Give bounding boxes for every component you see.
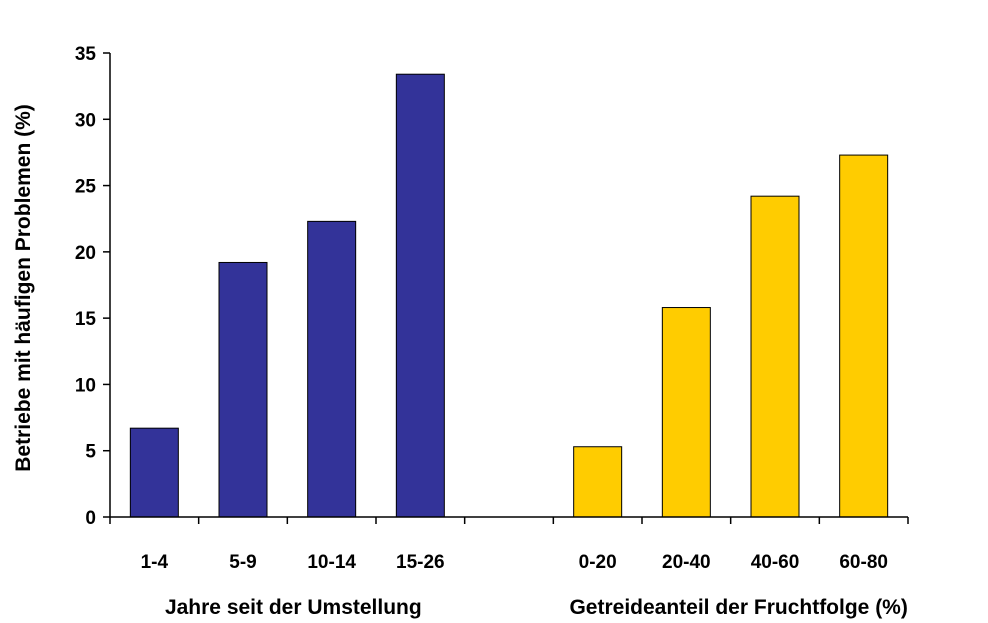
bar xyxy=(839,154,889,518)
y-tick-label: 10 xyxy=(75,375,96,396)
axes xyxy=(109,53,908,518)
category-label: 15-26 xyxy=(396,552,445,573)
category-label: 10-14 xyxy=(307,552,356,573)
bar xyxy=(661,307,711,518)
bar xyxy=(750,195,800,518)
bar xyxy=(129,427,179,518)
y-tick-label: 0 xyxy=(85,508,96,529)
bar xyxy=(395,73,445,518)
y-axis-ticks: 0 5 10 15 20 25 30 35 xyxy=(75,44,110,529)
category-label: 5-9 xyxy=(229,552,256,573)
y-tick-label: 35 xyxy=(75,44,97,65)
category-label: 0-20 xyxy=(579,552,617,573)
y-tick-label: 20 xyxy=(75,243,96,264)
y-tick-label: 30 xyxy=(75,110,96,131)
y-axis-title: Betriebe mit häufigen Problemen (%) xyxy=(12,104,35,472)
y-tick-label: 5 xyxy=(85,442,96,463)
y-tick-label: 25 xyxy=(75,177,97,198)
bar xyxy=(307,220,357,518)
category-labels: 1-4 5-9 10-14 15-26 0-20 20-40 40-60 60-80 xyxy=(141,552,888,573)
category-label: 1-4 xyxy=(141,552,169,573)
bars xyxy=(129,73,889,518)
bar xyxy=(218,261,268,518)
bar xyxy=(573,446,623,518)
category-label: 40-60 xyxy=(751,552,800,573)
x-axis-ticks xyxy=(109,517,909,524)
group-label: Jahre seit der Umstellung xyxy=(165,596,422,619)
category-label: 60-80 xyxy=(839,552,888,573)
y-tick-label: 15 xyxy=(75,309,97,330)
category-label: 20-40 xyxy=(662,552,711,573)
group-label: Getreideanteil der Fruchtfolge (%) xyxy=(569,596,907,619)
group-labels: Jahre seit der Umstellung Getreideanteil … xyxy=(165,596,908,619)
